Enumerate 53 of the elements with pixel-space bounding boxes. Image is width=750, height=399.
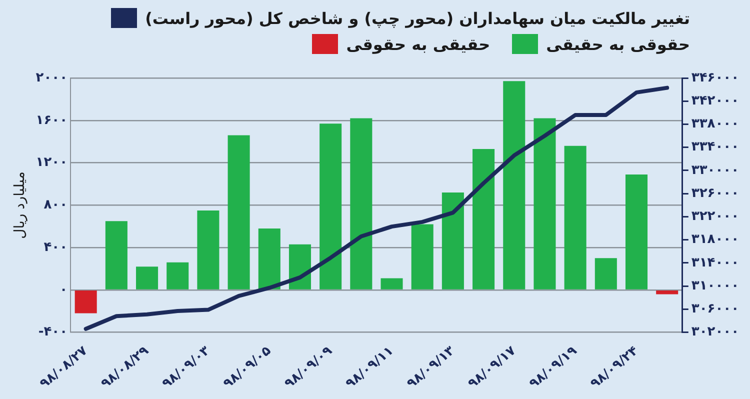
- x-tick-label: ۹۸/۰۹/۲۴: [588, 343, 642, 392]
- x-tick-label: ۹۸/۰۹/۰۳: [160, 343, 213, 392]
- x-tick-label: ۹۸/۰۹/۰۵: [220, 343, 274, 392]
- bar: [442, 192, 464, 290]
- legend-label: حقیقی به حقوقی: [346, 34, 490, 54]
- y2-tick-label: ۳۴۶۰۰۰: [691, 70, 739, 86]
- y2-tick-label: ۳۲۲۰۰۰: [691, 209, 739, 224]
- bar: [564, 146, 586, 290]
- y2-tick-label: ۳۱۸۰۰۰: [691, 232, 739, 248]
- bar: [350, 118, 372, 290]
- y2-tick-label: ۳۲۶۰۰۰: [691, 186, 739, 201]
- bar: [503, 81, 526, 290]
- bar: [105, 221, 128, 290]
- x-tick-label: ۹۸/۰۹/۱۳: [404, 343, 458, 392]
- y2-tick-label: ۳۳۴۰۰۰: [691, 140, 739, 155]
- bar: [136, 266, 158, 290]
- bar: [656, 290, 678, 294]
- bar: [411, 224, 434, 290]
- x-tick-label: ۹۸/۰۹/۱۱: [343, 343, 396, 392]
- x-tick-label: ۹۸/۰۸/۲۷: [37, 343, 91, 392]
- y-axis-title: میلیارد ریال: [12, 171, 28, 239]
- legend-label: حقوقی به حقیقی: [546, 34, 690, 54]
- bar: [197, 210, 220, 290]
- x-tick-label: ۹۸/۰۸/۲۹: [98, 343, 152, 392]
- bar: [228, 135, 250, 290]
- bar: [74, 290, 97, 314]
- y2-tick-label: ۳۴۲۰۰۰: [691, 93, 739, 108]
- y-tick-label: ۴۰۰: [44, 240, 68, 255]
- y2-tick-label: ۳۳۰۰۰۰: [691, 162, 739, 178]
- y2-tick-label: ۳۱۰۰۰۰: [691, 278, 739, 294]
- bar: [258, 228, 280, 290]
- y2-tick-label: ۳۰۶۰۰۰: [691, 302, 739, 317]
- bar: [288, 244, 311, 290]
- bar: [320, 124, 342, 290]
- bar: [534, 118, 556, 290]
- y-tick-label: -۴۰۰: [38, 324, 68, 340]
- y-tick-label: ۰: [60, 282, 68, 298]
- legend-label: تغییر مالکیت میان سهامداران (محور چپ) و شاخص کل (محور راست): [145, 8, 690, 28]
- y-tick-label: ۲۰۰۰: [36, 70, 68, 86]
- x-tick-label: ۹۸/۰۹/۱۹: [526, 343, 580, 392]
- y-tick-label: ۱۲۰۰: [36, 155, 68, 170]
- bar: [625, 174, 648, 290]
- y2-tick-label: ۳۱۴۰۰۰: [691, 255, 739, 270]
- y-tick-label: ۱۶۰۰: [36, 112, 68, 128]
- y-tick-label: ۸۰۰: [44, 198, 68, 213]
- x-tick-label: ۹۸/۰۹/۰۹: [282, 343, 336, 392]
- bar: [380, 278, 403, 290]
- y2-tick-label: ۳۰۲۰۰۰: [691, 324, 739, 340]
- bar: [472, 149, 495, 290]
- bar: [594, 258, 617, 290]
- bar: [166, 262, 189, 290]
- y2-tick-label: ۳۳۸۰۰۰: [691, 116, 739, 132]
- x-tick-label: ۹۸/۰۹/۱۷: [465, 343, 519, 392]
